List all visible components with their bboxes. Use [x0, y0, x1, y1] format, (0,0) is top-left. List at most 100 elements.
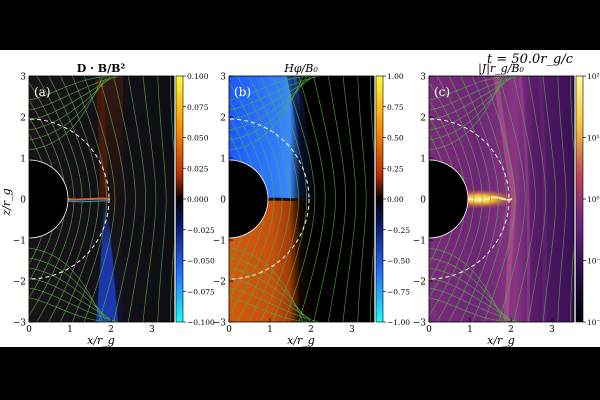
field-line — [36, 76, 83, 322]
field-line — [29, 277, 116, 322]
field-line — [429, 277, 516, 322]
panel-b-title: Hφ/B₀ — [283, 62, 318, 75]
panel-a: D · B/B² (a) — [28, 62, 175, 323]
y-tick-label: 2 — [420, 114, 426, 124]
y-tick-label: 3 — [420, 73, 426, 83]
field-line — [557, 76, 567, 322]
field-line — [29, 81, 75, 317]
panel-a-title: D · B/B² — [77, 62, 126, 75]
field-line — [436, 76, 483, 322]
field-line — [98, 76, 126, 322]
colorbar-tick-label: −1.00 — [387, 318, 410, 327]
panel-a-blue-region — [96, 200, 118, 322]
colorbar-tick-label: 0.00 — [387, 195, 404, 204]
x-tick-label: 3 — [549, 325, 555, 335]
field-line — [471, 76, 508, 322]
colorbar-a — [175, 75, 184, 323]
colorbar-tick-label: −0.25 — [387, 226, 410, 235]
x-axis-label-c: x/r_g — [487, 334, 515, 347]
y-tick-label: −2 — [413, 278, 426, 288]
panel-a-tag: (a) — [34, 85, 51, 99]
field-line — [29, 247, 104, 322]
panel-c-title: |J|r_g/B₀ — [478, 62, 524, 76]
y-tick-label: −3 — [213, 319, 227, 329]
field-line — [113, 76, 136, 322]
field-line — [429, 76, 520, 111]
field-line — [29, 76, 108, 141]
colorbar-tick-label: 0.25 — [387, 164, 404, 173]
colorbar-tick-label: 10² — [587, 72, 600, 81]
field-line — [229, 76, 320, 111]
time-label: t = 50.0r_g/c — [487, 52, 574, 67]
field-line — [429, 81, 475, 317]
y-tick-label: 1 — [20, 155, 26, 165]
colorbar-tick-label: 0.50 — [387, 134, 404, 143]
y-tick-label: 1 — [420, 155, 426, 165]
field-line — [229, 81, 275, 317]
colorbar-tick-label: 0.000 — [187, 195, 209, 204]
field-line — [327, 76, 347, 322]
field-line — [483, 76, 516, 322]
field-line — [29, 257, 108, 322]
x-axis-label-a: x/r_g — [87, 334, 115, 347]
colorbar-tick-label: 0.75 — [387, 103, 404, 112]
field-line — [229, 76, 312, 131]
field-line — [248, 76, 291, 322]
field-line — [298, 76, 326, 322]
ergosphere-dashed-circle — [29, 118, 110, 280]
field-line — [498, 76, 526, 322]
field-line — [429, 257, 508, 322]
field-line — [429, 287, 520, 322]
y-tick-label: 0 — [220, 196, 226, 206]
y-tick-label: −2 — [213, 278, 226, 288]
field-line — [29, 287, 120, 322]
field-line — [460, 76, 499, 322]
field-line — [229, 287, 320, 322]
y-tick-label: 0 — [420, 196, 426, 206]
field-line — [513, 76, 536, 322]
field-line — [229, 277, 316, 322]
colorbar-tick-label: 10⁻¹ — [587, 257, 600, 266]
panel-c: |J|r_g/B₀ (c) — [428, 62, 575, 323]
colorbar-tick-label: 0.025 — [187, 164, 209, 173]
field-line — [29, 267, 112, 322]
field-line — [429, 76, 504, 151]
panel-b: Hφ/B₀ (b) — [228, 62, 375, 323]
field-line — [29, 76, 120, 111]
y-tick-label: 3 — [220, 73, 226, 83]
colorbar-tick-label: 0.100 — [187, 72, 209, 81]
colorbar-tick-label: 0.075 — [187, 103, 209, 112]
field-line — [170, 76, 174, 322]
y-tick-label: 1 — [220, 155, 226, 165]
field-line — [29, 76, 104, 151]
field-line — [429, 76, 512, 131]
y-tick-label: −1 — [413, 237, 426, 247]
field-line — [429, 76, 508, 141]
field-line — [357, 76, 367, 322]
colorbar-tick-label: −0.100 — [187, 318, 215, 327]
field-line — [71, 76, 108, 322]
field-line — [229, 76, 316, 121]
field-line — [260, 76, 299, 322]
colorbar-tick-label: −0.025 — [187, 226, 215, 235]
colorbar-tick-label: −0.50 — [387, 257, 410, 266]
colorbar-tick-label: 10⁰ — [587, 195, 600, 204]
x-tick-label: 0 — [26, 325, 32, 335]
y-tick-label: −1 — [213, 237, 226, 247]
field-line — [142, 76, 157, 322]
colorbar-c — [575, 75, 584, 323]
colorbar-tick-label: −0.075 — [187, 287, 215, 296]
field-line — [429, 76, 516, 121]
field-line — [29, 76, 116, 121]
field-line — [370, 76, 374, 322]
field-line — [60, 76, 99, 322]
y-tick-label: −2 — [13, 278, 26, 288]
x-tick-label: 2 — [508, 325, 514, 335]
field-line — [29, 76, 112, 131]
panel-b-tag: (b) — [234, 85, 251, 99]
field-line — [229, 76, 308, 141]
field-line — [157, 76, 167, 322]
figure: t = 50.0r_g/c D · B/B² (a) Hφ/B₀ — [0, 52, 600, 347]
figure-canvas: t = 50.0r_g/c D · B/B² (a) Hφ/B₀ — [0, 50, 600, 347]
x-tick-label: 1 — [267, 325, 273, 335]
